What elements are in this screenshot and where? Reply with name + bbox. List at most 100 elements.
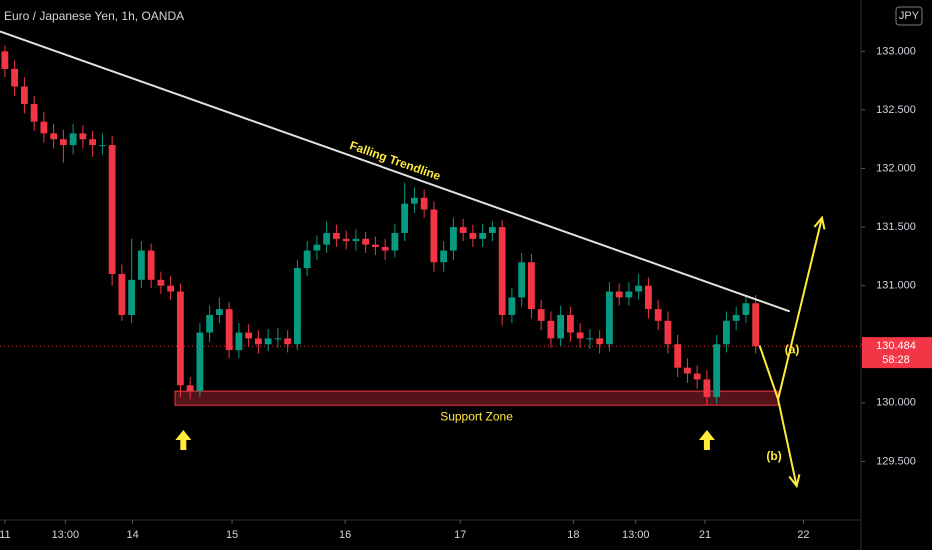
candle-body	[128, 279, 136, 315]
candle-body	[381, 247, 389, 251]
candle-body	[479, 232, 487, 239]
candle-body	[371, 244, 379, 248]
scenario-arrowhead	[813, 215, 826, 230]
candle-body	[206, 314, 214, 333]
candle-body	[742, 303, 750, 315]
currency-button[interactable]: JPY	[899, 10, 920, 22]
candle-body	[284, 338, 292, 345]
candle-body	[459, 227, 467, 233]
scenario-path	[777, 399, 798, 487]
candle-body	[420, 197, 428, 210]
candle-body	[30, 104, 38, 122]
candle-body	[645, 285, 652, 310]
candle-body	[147, 250, 155, 280]
x-tick-label: 16	[339, 529, 351, 541]
scenario-label: (a)	[785, 343, 800, 357]
candle-body	[108, 145, 116, 274]
candle-body	[430, 209, 438, 263]
candle-body	[303, 250, 311, 269]
candle-body	[332, 232, 340, 239]
y-tick-label: 131.500	[876, 221, 916, 233]
x-tick-label: 11	[0, 529, 11, 541]
countdown-label: 58:28	[882, 354, 910, 366]
candle-body	[313, 244, 321, 251]
candle-body	[625, 291, 633, 298]
candle-body	[157, 279, 165, 286]
candle-body	[293, 268, 301, 345]
candle-body	[323, 232, 331, 245]
candle-body	[137, 250, 145, 280]
candle-body	[566, 314, 574, 333]
candle-body	[547, 320, 555, 339]
x-tick-label: 18	[567, 529, 579, 541]
candle-body	[89, 139, 97, 146]
x-tick-label: 22	[797, 529, 809, 541]
candle-body	[713, 344, 721, 397]
candle-body	[186, 385, 194, 392]
scenario-arrowhead	[788, 474, 801, 489]
candle-body	[11, 68, 19, 87]
x-tick-label: 13:00	[52, 529, 80, 541]
candle-body	[518, 262, 526, 298]
candle-body	[167, 285, 175, 292]
candle-body	[527, 262, 535, 310]
candle-body	[362, 238, 370, 245]
candle-body	[440, 250, 448, 263]
candle-body	[196, 332, 204, 392]
candle-body	[274, 338, 282, 340]
candle-body	[1, 51, 9, 69]
x-tick-label: 21	[699, 529, 711, 541]
candle-body	[449, 227, 457, 251]
candle-body	[674, 344, 682, 368]
candle-body	[508, 297, 516, 315]
candle-body	[557, 314, 565, 339]
candle-body	[342, 238, 350, 242]
chart-title: Euro / Japanese Yen, 1h, OANDA	[4, 9, 184, 23]
candle-body	[537, 309, 545, 321]
candle-body	[264, 338, 272, 345]
candle-body	[79, 133, 87, 140]
candle-body	[98, 145, 106, 147]
y-tick-label: 132.000	[876, 162, 916, 174]
last-price-tag	[862, 337, 932, 369]
up-arrow	[698, 430, 715, 450]
candle-body	[215, 309, 223, 315]
candle-body	[401, 203, 409, 233]
candle-body	[498, 227, 506, 315]
y-tick-label: 131.000	[876, 280, 916, 292]
up-arrow	[175, 430, 192, 450]
candle-body	[488, 227, 496, 233]
y-tick-label: 133.000	[876, 45, 916, 57]
currency-button-frame[interactable]	[895, 6, 923, 26]
candle-body	[176, 291, 184, 386]
last-price-label: 130.484	[876, 340, 916, 352]
trendline	[0, 30, 791, 313]
x-tick-label: 14	[126, 529, 138, 541]
y-tick-label: 132.500	[876, 104, 916, 116]
candle-body	[20, 86, 28, 105]
candle-body	[684, 367, 691, 374]
x-tick-label: 15	[226, 529, 238, 541]
candle-body	[352, 238, 360, 242]
candle-body	[40, 121, 48, 134]
candle-body	[596, 338, 604, 345]
candle-body	[50, 133, 58, 140]
candle-body	[391, 232, 399, 251]
y-tick-label: 129.500	[876, 455, 916, 467]
candle-body	[245, 332, 253, 339]
x-tick-label: 17	[454, 529, 466, 541]
support-zone	[174, 390, 779, 406]
candle-body	[59, 139, 67, 146]
candle-body	[703, 379, 711, 397]
x-tick-label: 13:00	[622, 529, 650, 541]
candle-body	[118, 273, 126, 315]
scenario-label: (b)	[766, 449, 781, 463]
candle-body	[654, 309, 662, 321]
candle-body	[732, 314, 740, 321]
candle-body	[586, 338, 594, 340]
candle-body	[635, 285, 643, 292]
candle-body	[225, 309, 233, 351]
